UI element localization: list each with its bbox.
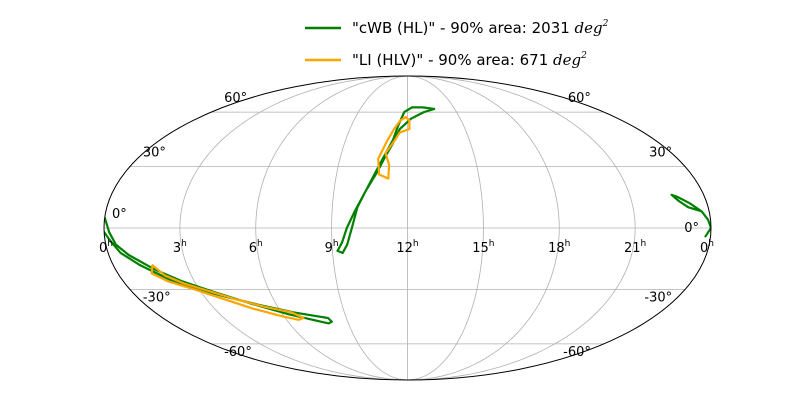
dec-tick-label-left: 0° <box>684 221 699 236</box>
dec-tick-label-left: 60° <box>568 91 591 106</box>
dec-tick-label-right: -30° <box>143 290 171 305</box>
ra-tick-label: 15h <box>472 239 494 256</box>
ra-tick-label: 0h <box>99 239 113 256</box>
dec-tick-label-left: -60° <box>563 345 591 360</box>
tick-labels: 0h 21h 18h 15h 12h 9h 6h 3h 0h 60° 60° 30° 30° 0° 0° -3… <box>99 91 714 360</box>
ra-tick-label: 18h <box>548 239 570 256</box>
dec-tick-label-left: 30° <box>649 146 672 161</box>
contour-series-0 <box>670 193 711 238</box>
contour-series-1 <box>377 115 411 180</box>
legend-label-0: "cWB (HL)" - 90% area: 2031 deg2 <box>352 19 609 37</box>
ra-tick-label: 21h <box>624 239 646 256</box>
legend-label-1: "LI (HLV)" - 90% area: 671 deg2 <box>352 51 587 69</box>
grid <box>104 76 711 380</box>
plot-frame <box>103 75 712 381</box>
dec-tick-label-right: -60° <box>224 345 252 360</box>
ra-tick-label: 0h <box>700 239 714 256</box>
ra-tick-label: 9h <box>325 239 339 256</box>
ra-tick-label: 6h <box>249 239 263 256</box>
legend: "cWB (HL)" - 90% area: 2031 deg2 "LI (HLV… <box>305 19 609 69</box>
ra-tick-label: 3h <box>173 239 187 256</box>
dec-tick-label-right: 60° <box>224 91 247 106</box>
dec-tick-label-left: -30° <box>644 290 672 305</box>
dec-tick-label-right: 30° <box>143 146 166 161</box>
ra-tick-label: 12h <box>396 239 418 256</box>
contour-series-0 <box>336 106 436 255</box>
contours <box>104 106 711 325</box>
dec-tick-label-right: 0° <box>112 207 127 222</box>
contour-series-1 <box>150 264 305 321</box>
contour-series-0 <box>104 216 333 325</box>
